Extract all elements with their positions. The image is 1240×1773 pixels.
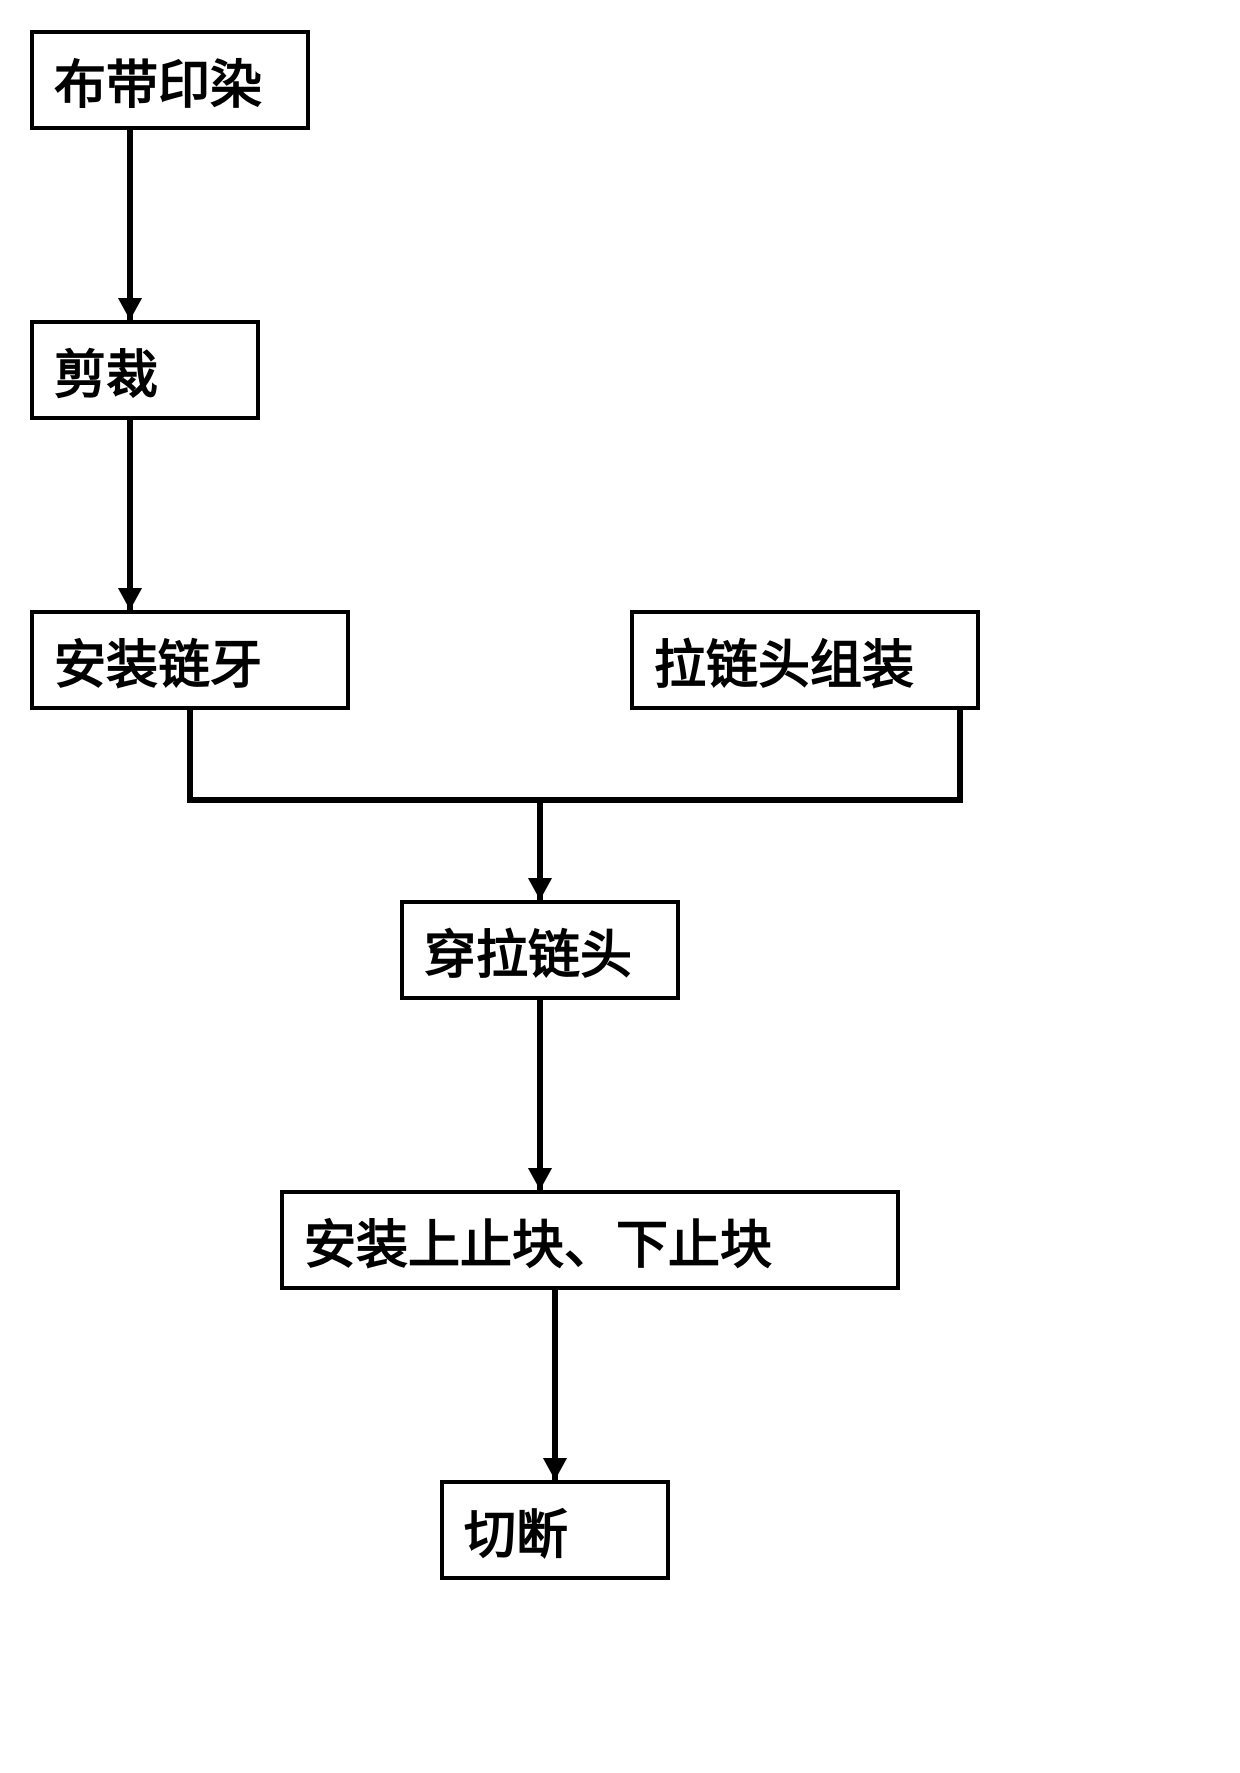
node-cut-off: 切断	[440, 1480, 670, 1580]
node-label: 切断	[464, 1493, 568, 1568]
node-slider-assembly: 拉链头组装	[630, 610, 980, 710]
node-label: 安装上止块、下止块	[304, 1203, 772, 1278]
node-label: 拉链头组装	[654, 623, 914, 698]
node-install-stops: 安装上止块、下止块	[280, 1190, 900, 1290]
node-install-teeth: 安装链牙	[30, 610, 350, 710]
node-tape-dyeing: 布带印染	[30, 30, 310, 130]
node-label: 安装链牙	[54, 623, 262, 698]
node-label: 布带印染	[54, 43, 262, 118]
node-cutting: 剪裁	[30, 320, 260, 420]
node-label: 剪裁	[54, 333, 158, 408]
node-label: 穿拉链头	[424, 913, 632, 988]
node-thread-slider: 穿拉链头	[400, 900, 680, 1000]
